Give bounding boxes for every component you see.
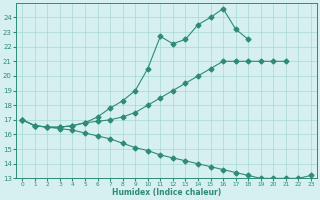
X-axis label: Humidex (Indice chaleur): Humidex (Indice chaleur) bbox=[112, 188, 221, 197]
